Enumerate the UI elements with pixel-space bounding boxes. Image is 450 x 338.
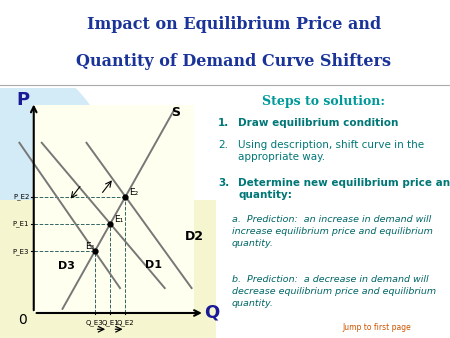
- FancyBboxPatch shape: [0, 200, 216, 338]
- Text: E₃: E₃: [85, 242, 94, 251]
- Text: a.  Prediction:  an increase in demand will
increase equilibrium price and equil: a. Prediction: an increase in demand wil…: [232, 215, 432, 248]
- Text: 1.: 1.: [218, 118, 230, 128]
- Text: Draw equilibrium condition: Draw equilibrium condition: [238, 118, 399, 128]
- Bar: [34, 105, 194, 313]
- Text: 3.: 3.: [218, 178, 230, 188]
- Text: E₁: E₁: [114, 215, 123, 224]
- Text: P: P: [16, 91, 29, 110]
- Text: 2.: 2.: [218, 140, 228, 150]
- Text: Using description, shift curve in the
appropriate way.: Using description, shift curve in the ap…: [238, 140, 425, 162]
- Text: P_E3: P_E3: [13, 248, 29, 255]
- Text: E₂: E₂: [129, 188, 138, 197]
- Text: Steps to solution:: Steps to solution:: [262, 95, 386, 108]
- Text: Jump to first page: Jump to first page: [342, 323, 411, 332]
- Text: Q: Q: [204, 304, 219, 322]
- Text: b.  Prediction:  a decrease in demand will
decrease equilibrium price and equili: b. Prediction: a decrease in demand will…: [232, 275, 436, 308]
- Text: D2: D2: [184, 230, 203, 243]
- Text: S: S: [171, 106, 180, 119]
- Text: Q_E1: Q_E1: [101, 319, 119, 326]
- Ellipse shape: [0, 55, 117, 331]
- Text: 0: 0: [18, 313, 27, 328]
- Text: D1: D1: [144, 260, 162, 270]
- Text: P_E2: P_E2: [13, 193, 29, 200]
- Text: Q_E3: Q_E3: [86, 319, 104, 326]
- Text: Q_E2: Q_E2: [117, 319, 134, 326]
- Text: Determine new equilibrium price and
quantity:: Determine new equilibrium price and quan…: [238, 178, 450, 199]
- Text: Impact on Equilibrium Price and: Impact on Equilibrium Price and: [87, 16, 381, 33]
- Text: Quantity of Demand Curve Shifters: Quantity of Demand Curve Shifters: [76, 53, 392, 70]
- Text: D3: D3: [58, 261, 75, 271]
- Text: P_E1: P_E1: [13, 220, 29, 227]
